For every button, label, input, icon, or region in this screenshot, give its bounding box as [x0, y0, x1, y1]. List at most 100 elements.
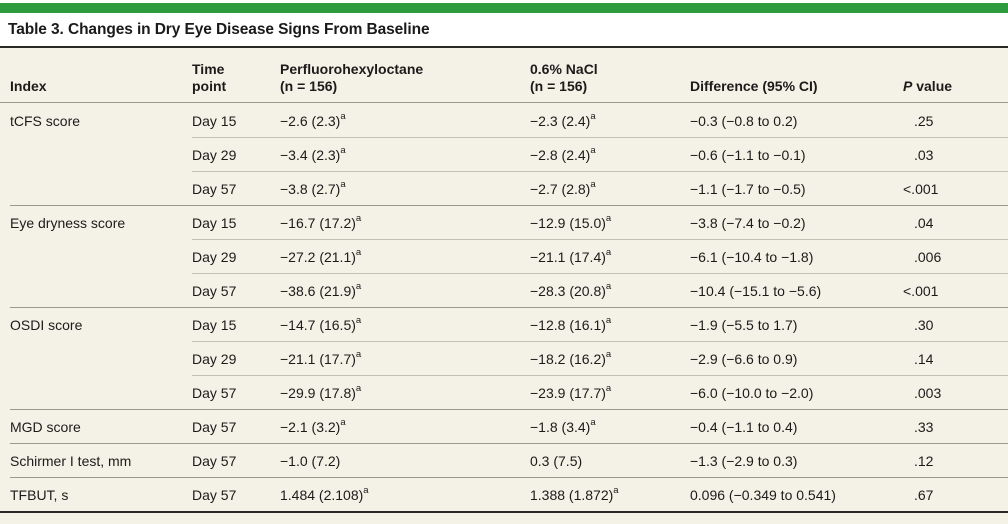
table-row: Eye dryness score Day 15 −16.7 (17.2)a −12.… — [0, 205, 1008, 239]
footnote-marker: a — [605, 315, 612, 327]
cell-difference: −1.1 (−1.7 to −0.5) — [690, 171, 903, 205]
row-index-label — [10, 273, 192, 307]
row-index-label — [10, 171, 192, 205]
column-header-index: Index — [10, 78, 47, 94]
table-row: OSDI score Day 15 −14.7 (16.5)a −12.8 (16.1… — [0, 307, 1008, 341]
cell-pvalue: .003 — [903, 375, 1008, 409]
table-row: Day 57 −29.9 (17.8)a −23.9 (17.7)a −6.0 (−1… — [0, 375, 1008, 409]
table-body: tCFS score Day 15 −2.6 (2.3)a −2.3 (2.4)a −0… — [0, 103, 1008, 511]
cell-difference: −0.4 (−1.1 to 0.4) — [690, 409, 903, 443]
cell-perfluorohexyloctane: −3.8 (2.7)a — [280, 171, 530, 205]
table-row: Day 57 −38.6 (21.9)a −28.3 (20.8)a −10.4 (−… — [0, 273, 1008, 307]
cell-difference: −3.8 (−7.4 to −0.2) — [690, 205, 903, 239]
cell-nacl: −2.8 (2.4)a — [530, 137, 690, 171]
cell-nacl: −23.9 (17.7)a — [530, 375, 690, 409]
footnote-marker: a — [355, 281, 362, 293]
row-timepoint: Day 15 — [192, 113, 237, 129]
footnote-marker: a — [355, 315, 362, 327]
footnote-marker: a — [590, 417, 596, 429]
cell-nacl: −2.3 (2.4)a — [530, 111, 596, 129]
table-title: Table 3. Changes in Dry Eye Disease Sign… — [8, 20, 430, 38]
row-index-label: tCFS score — [10, 113, 81, 129]
cell-pvalue: .006 — [903, 239, 1008, 273]
footnote-marker: a — [363, 485, 369, 497]
table-row: Day 29 −3.4 (2.3)a −2.8 (2.4)a −0.6 (−1.1 t… — [0, 137, 1008, 171]
cell-pvalue: .33 — [903, 409, 1008, 443]
row-index-label: MGD score — [10, 409, 192, 443]
column-header-pvalue: P value — [903, 78, 1008, 102]
table-row: tCFS score Day 15 −2.6 (2.3)a −2.3 (2.4)a −0… — [0, 103, 1008, 137]
footnote-marker: a — [613, 485, 619, 497]
cell-pvalue: .30 — [903, 307, 1008, 341]
column-header-perfluorohexyloctane: Perfluorohexyloctane (n = 156) — [280, 61, 424, 94]
row-index-label — [10, 341, 192, 375]
cell-difference: −1.9 (−5.5 to 1.7) — [690, 307, 903, 341]
cell-perfluorohexyloctane: −14.7 (16.5)a — [280, 307, 530, 341]
footnote-marker: a — [590, 111, 596, 123]
bottom-margin-strip — [0, 513, 1008, 524]
footnote-marker: a — [340, 111, 346, 123]
table-row: MGD score Day 57 −2.1 (3.2)a −1.8 (3.4)a −0.… — [0, 409, 1008, 443]
row-timepoint: Day 57 — [192, 171, 280, 205]
cell-pvalue: <.001 — [903, 273, 1008, 307]
table-header-row: Index Time point Perfluorohexyloctane (n… — [0, 48, 1008, 103]
footnote-marker: a — [605, 349, 612, 361]
cell-perfluorohexyloctane: −27.2 (21.1)a — [280, 239, 530, 273]
cell-pvalue: .12 — [903, 443, 1008, 477]
cell-perfluorohexyloctane: −2.6 (2.3)a — [280, 111, 346, 129]
footnote-marker: a — [605, 213, 612, 225]
row-timepoint: Day 15 — [192, 307, 280, 341]
cell-nacl: −21.1 (17.4)a — [530, 239, 690, 273]
cell-nacl: 0.3 (7.5) — [530, 443, 690, 477]
cell-nacl: −2.7 (2.8)a — [530, 171, 690, 205]
cell-difference: −6.0 (−10.0 to −2.0) — [690, 375, 903, 409]
cell-nacl: −12.8 (16.1)a — [530, 307, 690, 341]
cell-nacl: −18.2 (16.2)a — [530, 341, 690, 375]
row-timepoint: Day 57 — [192, 477, 280, 511]
row-timepoint: Day 29 — [192, 341, 280, 375]
cell-difference: 0.096 (−0.349 to 0.541) — [690, 477, 903, 511]
table-row: Day 29 −27.2 (21.1)a −21.1 (17.4)a −6.1 (−1… — [0, 239, 1008, 273]
cell-difference: −6.1 (−10.4 to −1.8) — [690, 239, 903, 273]
cell-perfluorohexyloctane: 1.484 (2.108)a — [280, 477, 530, 511]
cell-difference: −2.9 (−6.6 to 0.9) — [690, 341, 903, 375]
pvalue-rest: value — [912, 78, 953, 94]
cell-perfluorohexyloctane: −2.1 (3.2)a — [280, 409, 530, 443]
cell-nacl: −1.8 (3.4)a — [530, 409, 690, 443]
table-row: Schirmer I test, mm Day 57 −1.0 (7.2) 0.3 (… — [0, 443, 1008, 477]
row-timepoint: Day 57 — [192, 375, 280, 409]
cell-difference: −10.4 (−15.1 to −5.6) — [690, 273, 903, 307]
cell-nacl: −12.9 (15.0)a — [530, 205, 690, 239]
data-table: Index Time point Perfluorohexyloctane (n… — [0, 46, 1008, 513]
footnote-marker: a — [340, 179, 346, 191]
footnote-marker: a — [355, 349, 362, 361]
cell-pvalue: .04 — [903, 205, 1008, 239]
cell-pvalue: .67 — [903, 477, 1008, 511]
cell-difference: −0.6 (−1.1 to −0.1) — [690, 137, 903, 171]
cell-pvalue: .03 — [903, 137, 1008, 171]
footnote-marker: a — [355, 247, 362, 259]
column-header-difference: Difference (95% CI) — [690, 78, 818, 94]
table-row: Day 57 −3.8 (2.7)a −2.7 (2.8)a −1.1 (−1.7 t… — [0, 171, 1008, 205]
row-index-label: TFBUT, s — [10, 477, 192, 511]
row-timepoint: Day 15 — [192, 205, 280, 239]
row-timepoint: Day 29 — [192, 239, 280, 273]
cell-perfluorohexyloctane: −3.4 (2.3)a — [280, 137, 530, 171]
cell-perfluorohexyloctane: −38.6 (21.9)a — [280, 273, 530, 307]
column-header-nacl: 0.6% NaCl (n = 156) — [530, 61, 598, 94]
table-row: TFBUT, s Day 57 1.484 (2.108)a 1.388 (1.872… — [0, 477, 1008, 511]
footnote-marker: a — [355, 213, 362, 225]
footnote-marker: a — [355, 383, 362, 395]
pvalue-italic-p: P — [903, 78, 913, 94]
table-row: Day 29 −21.1 (17.7)a −18.2 (16.2)a −2.9 (−6… — [0, 341, 1008, 375]
table-title-row: Table 3. Changes in Dry Eye Disease Sign… — [0, 13, 1008, 46]
column-header-timepoint: Time point — [192, 61, 227, 94]
cell-perfluorohexyloctane: −29.9 (17.8)a — [280, 375, 530, 409]
footnote-marker: a — [605, 281, 612, 293]
cell-perfluorohexyloctane: −21.1 (17.7)a — [280, 341, 530, 375]
cell-nacl: −28.3 (20.8)a — [530, 273, 690, 307]
footnote-marker: a — [605, 247, 612, 259]
footnote-marker: a — [340, 417, 346, 429]
row-index-label — [10, 137, 192, 171]
